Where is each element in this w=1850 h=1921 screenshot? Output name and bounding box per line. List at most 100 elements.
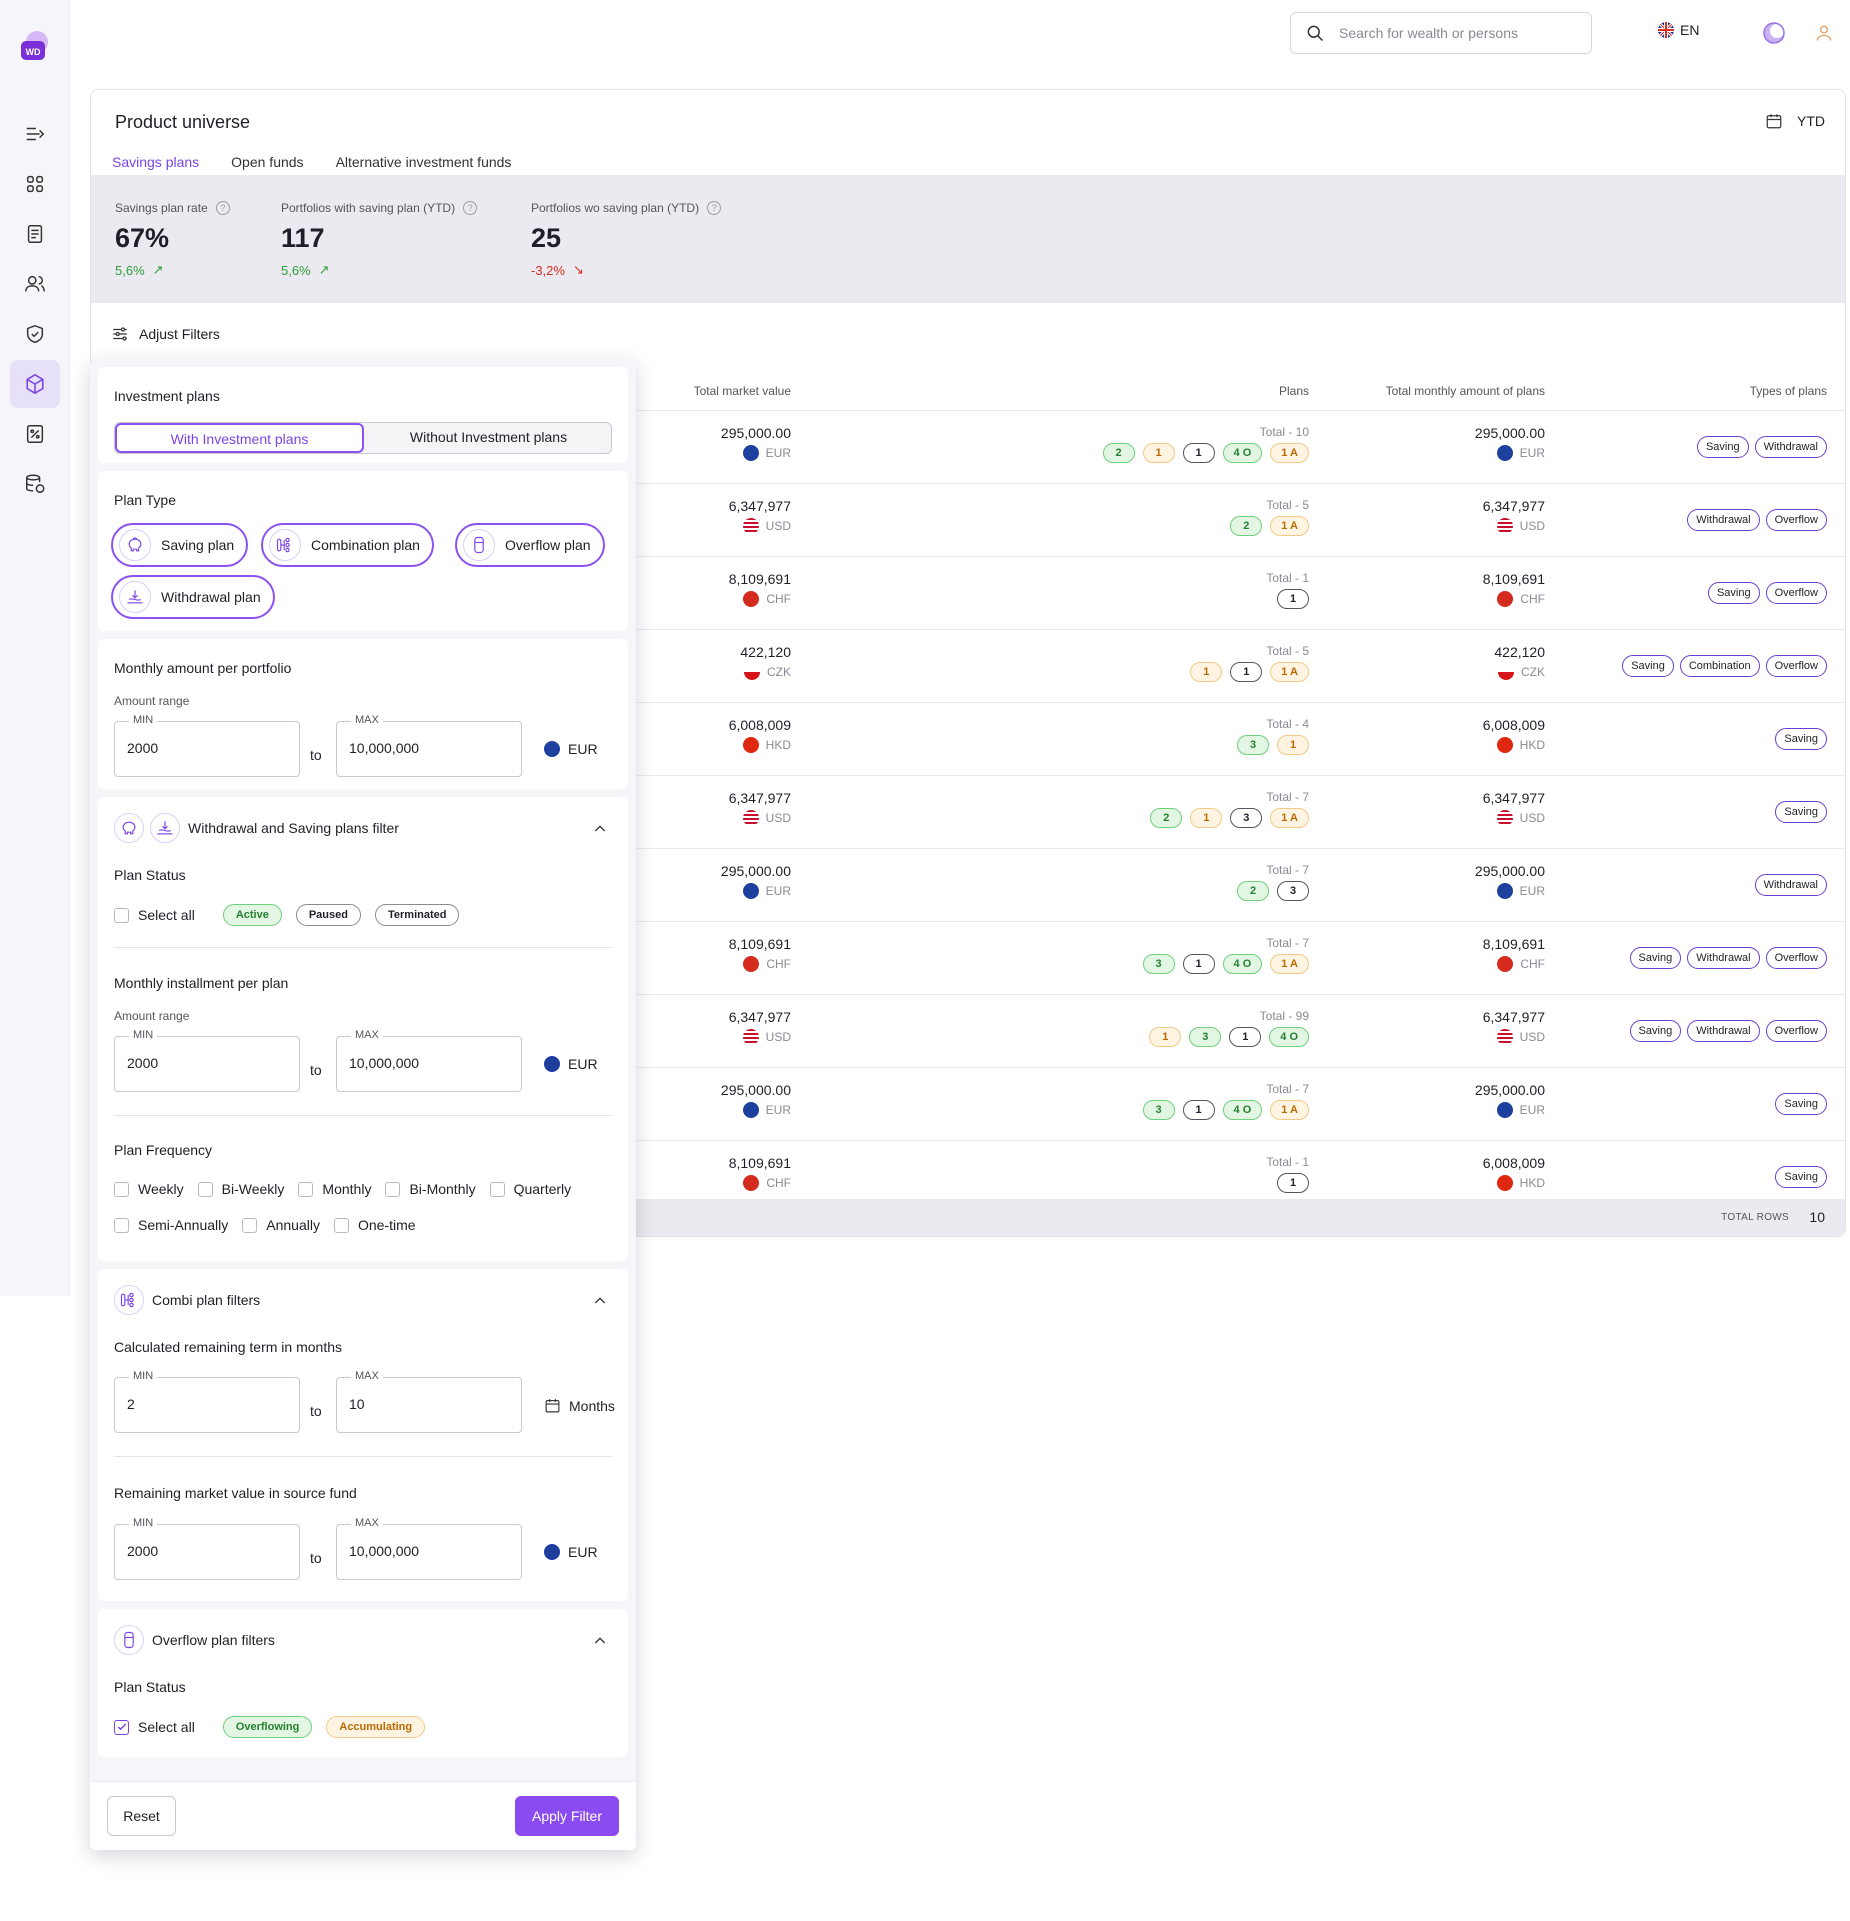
frequency-checkbox-bi-weekly[interactable]: Bi-Weekly	[197, 1181, 284, 1197]
help-icon[interactable]: ?	[215, 201, 230, 215]
plan-count-badge[interactable]: 1	[1142, 443, 1175, 463]
plan-count-badge[interactable]: 1	[1149, 1027, 1182, 1047]
status-accumulating-chip[interactable]: Accumulating	[326, 1716, 426, 1738]
status-overflowing-chip[interactable]: Overflowing	[222, 1716, 313, 1738]
plan-count-badge[interactable]: 1 A	[1270, 1100, 1309, 1120]
max-term-input[interactable]	[349, 1396, 509, 1412]
col-total-monthly-amount[interactable]: Total monthly amount of plans	[1385, 384, 1545, 398]
plan-count-badge[interactable]: 1 A	[1270, 516, 1309, 536]
col-total-market-value[interactable]: Total market value	[693, 384, 791, 398]
reset-button[interactable]: Reset	[107, 1796, 176, 1836]
search-input[interactable]	[1339, 25, 1579, 41]
plan-count-badge[interactable]: 1	[1182, 954, 1215, 974]
frequency-checkbox-annually[interactable]: Annually	[242, 1217, 320, 1233]
table-row[interactable]: 8,109,691 CHF Total - 1 1 8,109,691 CHF Saving…	[91, 556, 1845, 629]
min-amount-input[interactable]	[127, 740, 287, 756]
help-icon[interactable]: ?	[707, 201, 722, 215]
min-value-field[interactable]: MIN	[114, 1517, 300, 1580]
table-row[interactable]: 295,000.00 EUR Total - 7 2 3 295,000.00 EUR Wit…	[91, 848, 1845, 921]
app-logo[interactable]: WD	[20, 28, 50, 64]
plan-type-tag[interactable]: Saving	[1707, 582, 1760, 604]
dashboard-icon[interactable]	[10, 160, 60, 208]
plan-type-tag[interactable]: Overflow	[1765, 947, 1827, 969]
product-universe-icon[interactable]	[10, 360, 60, 408]
plan-type-tag[interactable]: Saving	[1775, 801, 1827, 823]
table-row[interactable]: 6,008,009 HKD Total - 4 3 1 6,008,009 HKD Savin…	[91, 702, 1845, 775]
plan-count-badge[interactable]: 1 A	[1270, 443, 1309, 463]
col-plans[interactable]: Plans	[1278, 384, 1309, 398]
max-amount-field[interactable]: MAX	[336, 714, 522, 777]
plan-count-badge[interactable]: 1 A	[1270, 954, 1309, 974]
plan-count-badge[interactable]: 1	[1190, 808, 1223, 828]
frequency-checkbox-weekly[interactable]: Weekly	[114, 1181, 184, 1197]
max-installment-input[interactable]	[349, 1055, 509, 1071]
max-value-input[interactable]	[349, 1543, 509, 1559]
plan-count-badge[interactable]: 4 O	[1222, 443, 1263, 463]
min-term-field[interactable]: MIN	[114, 1370, 300, 1433]
plan-count-badge[interactable]: 1	[1277, 735, 1309, 755]
plan-count-badge[interactable]: 3	[1277, 881, 1309, 901]
plan-count-badge[interactable]: 3	[1230, 808, 1263, 828]
currency-selector[interactable]: EUR	[544, 1056, 598, 1072]
plan-count-badge[interactable]: 1	[1229, 1027, 1262, 1047]
plan-count-badge[interactable]: 4 O	[1222, 954, 1263, 974]
table-row[interactable]: 8,109,691 CHF Total - 1 1 6,008,009 HKD Saving	[91, 1140, 1845, 1213]
min-amount-field[interactable]: MIN	[114, 714, 300, 777]
col-types-of-plans[interactable]: Types of plans	[1749, 384, 1827, 398]
max-term-field[interactable]: MAX	[336, 1370, 522, 1433]
plan-count-badge[interactable]: 1	[1277, 1173, 1309, 1193]
plan-type-tag[interactable]: Saving	[1629, 1020, 1682, 1042]
currency-selector[interactable]: EUR	[544, 741, 598, 757]
table-row[interactable]: 6,347,977 USD Total - 99 1 3 1 4 O 6,347,977 USD…	[91, 994, 1845, 1067]
plan-count-badge[interactable]: 2	[1102, 443, 1135, 463]
tab-alternative-investment-funds[interactable]: Alternative investment funds	[335, 154, 512, 170]
plan-count-badge[interactable]: 1 A	[1270, 808, 1309, 828]
plan-type-tag[interactable]: Saving	[1629, 947, 1682, 969]
saving-plan-chip[interactable]: Saving plan	[111, 523, 249, 567]
user-profile-icon[interactable]	[1814, 23, 1834, 43]
language-selector[interactable]: EN	[1658, 22, 1699, 38]
frequency-checkbox-monthly[interactable]: Monthly	[298, 1181, 371, 1197]
plan-type-tag[interactable]: Overflow	[1765, 509, 1827, 531]
plan-count-badge[interactable]: 1	[1190, 662, 1223, 682]
plan-type-tag[interactable]: Withdrawal	[1754, 874, 1827, 896]
people-icon[interactable]	[10, 260, 60, 308]
status-terminated-chip[interactable]: Terminated	[374, 904, 460, 926]
max-amount-input[interactable]	[349, 740, 509, 756]
plan-count-badge[interactable]: 4 O	[1269, 1027, 1309, 1047]
plan-type-tag[interactable]: Overflow	[1765, 655, 1827, 677]
plan-type-tag[interactable]: Withdrawal	[1754, 436, 1827, 458]
plan-count-badge[interactable]: 3	[1189, 1027, 1222, 1047]
plan-type-tag[interactable]: Saving	[1775, 1093, 1827, 1115]
theme-toggle-icon[interactable]	[1762, 21, 1786, 45]
min-value-input[interactable]	[127, 1543, 287, 1559]
chevron-up-icon[interactable]	[592, 1633, 608, 1649]
plan-type-tag[interactable]: Saving	[1775, 1166, 1827, 1188]
plan-count-badge[interactable]: 2	[1230, 516, 1263, 536]
frequency-checkbox-bi-monthly[interactable]: Bi-Monthly	[385, 1181, 476, 1197]
plan-type-tag[interactable]: Overflow	[1765, 1020, 1827, 1042]
min-installment-field[interactable]: MIN	[114, 1029, 300, 1092]
section-header[interactable]: Combi plan filters	[114, 1285, 260, 1315]
section-header[interactable]: Overflow plan filters	[114, 1625, 275, 1655]
plan-type-tag[interactable]: Withdrawal	[1687, 1020, 1760, 1042]
adjust-filters-button[interactable]: Adjust Filters	[111, 325, 220, 343]
plan-count-badge[interactable]: 1	[1230, 662, 1263, 682]
plan-type-tag[interactable]: Withdrawal	[1687, 509, 1760, 531]
reports-icon[interactable]	[10, 210, 60, 258]
status-active-chip[interactable]: Active	[222, 904, 282, 926]
min-installment-input[interactable]	[127, 1055, 287, 1071]
plan-count-badge[interactable]: 2	[1237, 881, 1269, 901]
plan-count-badge[interactable]: 3	[1142, 1100, 1175, 1120]
apply-filter-button[interactable]: Apply Filter	[515, 1796, 619, 1836]
frequency-checkbox-one-time[interactable]: One-time	[333, 1217, 416, 1233]
status-paused-chip[interactable]: Paused	[295, 904, 361, 926]
collapse-menu-icon[interactable]	[10, 110, 60, 158]
withdrawal-plan-chip[interactable]: Withdrawal plan	[111, 575, 275, 619]
plan-type-tag[interactable]: Saving	[1775, 728, 1827, 750]
plan-count-badge[interactable]: 2	[1150, 808, 1183, 828]
